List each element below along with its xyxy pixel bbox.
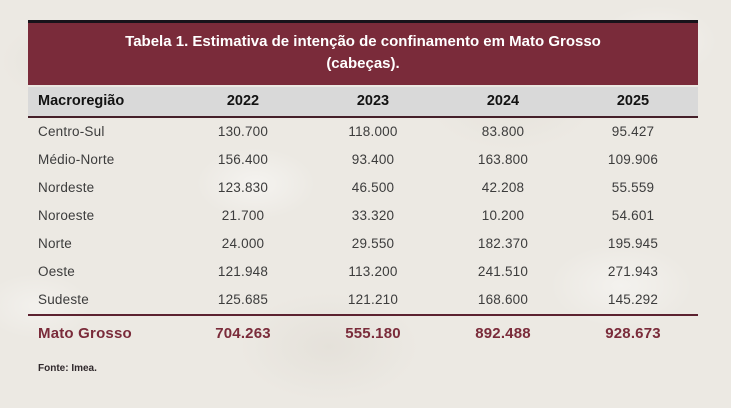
region-cell: Médio-Norte [38, 152, 115, 167]
total-value-cell-2024: 892.488 [475, 324, 531, 342]
source-note: Fonte: Imea. [38, 362, 97, 374]
value-cell: 145.292 [607, 292, 659, 307]
year-column-header-2025: 2025 [616, 93, 650, 109]
table-title: Tabela 1. Estimativa de intenção de conf… [28, 20, 698, 85]
table-row: Centro-Sul 130.700 118.000 83.800 95.427 [28, 118, 698, 146]
table-title-line1: Tabela 1. Estimativa de intenção de conf… [125, 33, 601, 50]
year-column-header-2022: 2022 [226, 93, 260, 109]
table-body: Centro-Sul 130.700 118.000 83.800 95.427 Médi… [28, 118, 698, 314]
value-cell: 121.210 [347, 292, 399, 307]
value-cell: 121.948 [217, 264, 269, 279]
value-cell: 163.800 [477, 152, 529, 167]
total-value-cell-2023: 555.180 [345, 324, 401, 342]
value-cell: 125.685 [217, 292, 269, 307]
value-cell: 55.559 [611, 180, 655, 195]
value-cell: 33.320 [351, 208, 395, 223]
value-cell: 130.700 [217, 124, 269, 139]
value-cell: 182.370 [477, 236, 529, 251]
value-cell: 54.601 [611, 208, 655, 223]
total-value-cell-2025: 928.673 [605, 324, 661, 342]
region-cell: Centro-Sul [38, 124, 105, 139]
value-cell: 93.400 [351, 152, 395, 167]
table-total-row: Mato Grosso 704.263 555.180 892.488 928.… [28, 313, 698, 351]
table-row: Nordeste 123.830 46.500 42.208 55.559 [28, 174, 698, 202]
table-header-row: Macroregião 2022 2023 2024 2025 [28, 86, 698, 118]
value-cell: 195.945 [607, 236, 659, 251]
region-cell: Nordeste [38, 180, 95, 195]
region-cell: Sudeste [38, 292, 89, 307]
table-row: Sudeste 125.685 121.210 168.600 145.292 [28, 286, 698, 314]
value-cell: 241.510 [477, 264, 529, 279]
table-row: Norte 24.000 29.550 182.370 195.945 [28, 230, 698, 258]
total-value-cell-2022: 704.263 [215, 324, 271, 342]
value-cell: 46.500 [351, 180, 395, 195]
region-cell: Noroeste [38, 208, 95, 223]
region-cell: Oeste [38, 264, 76, 279]
value-cell: 113.200 [348, 264, 398, 279]
value-cell: 271.943 [607, 264, 659, 279]
value-cell: 24.000 [221, 236, 265, 251]
value-cell: 10.200 [481, 208, 525, 223]
confinement-table: Tabela 1. Estimativa de intenção de conf… [28, 20, 698, 374]
value-cell: 118.000 [348, 124, 398, 139]
value-cell: 156.400 [217, 152, 269, 167]
value-cell: 83.800 [481, 124, 525, 139]
value-cell: 21.700 [221, 208, 265, 223]
total-region-cell: Mato Grosso [38, 324, 132, 342]
region-column-header: Macroregião [38, 93, 125, 109]
year-column-header-2024: 2024 [486, 93, 520, 109]
region-cell: Norte [38, 236, 73, 251]
table-title-line2: (cabeças). [326, 54, 400, 72]
value-cell: 168.600 [477, 292, 529, 307]
value-cell: 123.830 [217, 180, 269, 195]
value-cell: 29.550 [351, 236, 395, 251]
table-row: Médio-Norte 156.400 93.400 163.800 109.906 [28, 146, 698, 174]
value-cell: 42.208 [481, 180, 525, 195]
table-row: Noroeste 21.700 33.320 10.200 54.601 [28, 202, 698, 230]
table-row: Oeste 121.948 113.200 241.510 271.943 [28, 258, 698, 286]
year-column-header-2023: 2023 [356, 93, 390, 109]
value-cell: 95.427 [611, 124, 655, 139]
value-cell: 109.906 [607, 152, 659, 167]
